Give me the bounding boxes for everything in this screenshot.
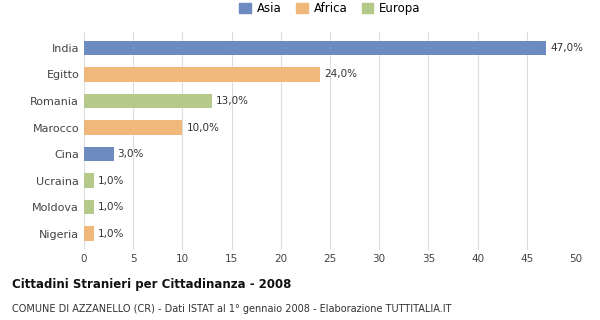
Text: 47,0%: 47,0% — [550, 43, 583, 53]
Bar — [84, 120, 182, 135]
Text: 13,0%: 13,0% — [216, 96, 249, 106]
Bar — [84, 173, 94, 188]
Text: Cittadini Stranieri per Cittadinanza - 2008: Cittadini Stranieri per Cittadinanza - 2… — [12, 278, 292, 292]
Text: 3,0%: 3,0% — [118, 149, 144, 159]
Bar — [84, 67, 320, 82]
Text: 1,0%: 1,0% — [98, 202, 124, 212]
Text: 10,0%: 10,0% — [187, 123, 219, 132]
Bar — [84, 94, 212, 108]
Text: COMUNE DI AZZANELLO (CR) - Dati ISTAT al 1° gennaio 2008 - Elaborazione TUTTITAL: COMUNE DI AZZANELLO (CR) - Dati ISTAT al… — [12, 304, 452, 314]
Legend: Asia, Africa, Europa: Asia, Africa, Europa — [237, 0, 423, 17]
Bar — [84, 200, 94, 214]
Text: 1,0%: 1,0% — [98, 229, 124, 239]
Bar — [84, 147, 113, 161]
Text: 24,0%: 24,0% — [324, 69, 357, 79]
Text: 1,0%: 1,0% — [98, 176, 124, 186]
Bar — [84, 226, 94, 241]
Bar — [84, 41, 547, 55]
